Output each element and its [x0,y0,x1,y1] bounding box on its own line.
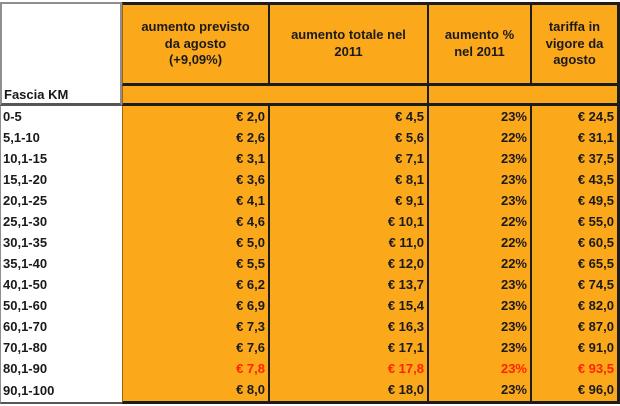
row-label-fascia: 25,1-30 [0,210,122,232]
cell-aumento-totale: € 5,6 [268,126,427,148]
cell-aumento-totale: € 15,4 [268,294,427,316]
cell-aumento-previsto: € 8,0 [122,378,268,404]
row-label-fascia: 40,1-50 [0,273,122,295]
row-label-fascia: 0-5 [0,106,122,127]
table-row: 70,1-80 € 7,6 € 17,1 23% € 91,0 [0,336,620,358]
cell-tariffa: € 55,0 [530,210,620,232]
row-label-fascia: 5,1-10 [0,126,122,148]
cell-aumento-percento: 22% [427,231,530,253]
cell-aumento-percento: 23% [427,294,530,316]
table-row: 60,1-70 € 7,3 € 16,3 23% € 87,0 [0,315,620,337]
band-spacer-left [122,86,427,106]
cell-tariffa: € 31,1 [530,126,620,148]
cell-aumento-previsto: € 6,2 [122,273,268,295]
cell-aumento-previsto: € 2,0 [122,106,268,127]
row-label-fascia: 70,1-80 [0,336,122,358]
cell-aumento-previsto: € 3,1 [122,147,268,169]
cell-aumento-percento: 23% [427,189,530,211]
table-row: 10,1-15 € 3,1 € 7,1 23% € 37,5 [0,147,620,169]
column-header-aumento-totale: aumento totale nel 2011 [268,2,427,86]
table-row: 30,1-35 € 5,0 € 11,0 22% € 60,5 [0,231,620,253]
cell-aumento-previsto: € 3,6 [122,168,268,190]
cell-aumento-percento: 23% [427,168,530,190]
cell-aumento-percento: 23% [427,336,530,358]
cell-tariffa: € 96,0 [530,378,620,404]
table-row: 20,1-25 € 4,1 € 9,1 23% € 49,5 [0,189,620,211]
cell-aumento-previsto: € 5,0 [122,231,268,253]
cell-tariffa: € 74,5 [530,273,620,295]
cell-aumento-totale: € 8,1 [268,168,427,190]
table-row: 25,1-30 € 4,6 € 10,1 22% € 55,0 [0,210,620,232]
cell-aumento-previsto: € 7,3 [122,315,268,337]
cell-tariffa: € 37,5 [530,147,620,169]
table-row: 50,1-60 € 6,9 € 15,4 23% € 82,0 [0,294,620,316]
cell-tariffa: € 93,5 [530,357,620,379]
row-label-fascia: 35,1-40 [0,252,122,274]
row-label-fascia: 30,1-35 [0,231,122,253]
cell-aumento-totale: € 16,3 [268,315,427,337]
cell-aumento-previsto: € 7,8 [122,357,268,379]
table-row: 0-5 € 2,0 € 4,5 23% € 24,5 [0,106,620,127]
cell-aumento-totale: € 12,0 [268,252,427,274]
cell-tariffa: € 24,5 [530,106,620,127]
cell-aumento-percento: 23% [427,147,530,169]
table-row: 5,1-10 € 2,6 € 5,6 22% € 31,1 [0,126,620,148]
cell-tariffa: € 49,5 [530,189,620,211]
column-header-tariffa: tariffa in vigore da agosto [530,2,620,86]
cell-tariffa: € 60,5 [530,231,620,253]
table-row: 35,1-40 € 5,5 € 12,0 22% € 65,5 [0,252,620,274]
column-header-aumento-percento: aumento % nel 2011 [427,2,530,86]
cell-aumento-totale: € 9,1 [268,189,427,211]
corner-cell [0,2,122,86]
table-row: 15,1-20 € 3,6 € 8,1 23% € 43,5 [0,168,620,190]
cell-aumento-previsto: € 6,9 [122,294,268,316]
fascia-km-band-row: Fascia KM [0,86,620,106]
table-row: 40,1-50 € 6,2 € 13,7 23% € 74,5 [0,273,620,295]
cell-aumento-previsto: € 2,6 [122,126,268,148]
cell-aumento-previsto: € 4,1 [122,189,268,211]
cell-tariffa: € 91,0 [530,336,620,358]
cell-aumento-totale: € 7,1 [268,147,427,169]
row-label-fascia: 80,1-90 [0,357,122,379]
row-label-fascia: 90,1-100 [0,378,122,404]
header-row: aumento previsto da agosto (+9,09%) aume… [0,2,620,86]
row-label-fascia: 60,1-70 [0,315,122,337]
row-label-fascia: 50,1-60 [0,294,122,316]
cell-aumento-totale: € 18,0 [268,378,427,404]
row-label-fascia: 20,1-25 [0,189,122,211]
cell-aumento-percento: 23% [427,273,530,295]
cell-aumento-percento: 22% [427,126,530,148]
table-row: 80,1-90 € 7,8 € 17,8 23% € 93,5 [0,357,620,379]
cell-aumento-percento: 23% [427,315,530,337]
cell-aumento-percento: 23% [427,357,530,379]
row-label-fascia: 10,1-15 [0,147,122,169]
cell-aumento-totale: € 13,7 [268,273,427,295]
cell-aumento-percento: 23% [427,106,530,127]
cell-tariffa: € 82,0 [530,294,620,316]
cell-aumento-totale: € 17,1 [268,336,427,358]
table-body: 0-5 € 2,0 € 4,5 23% € 24,5 5,1-10 € 2,6 € 5,6 22… [0,106,620,404]
cell-aumento-percento: 23% [427,378,530,404]
cell-aumento-previsto: € 7,6 [122,336,268,358]
row-header-fascia-km: Fascia KM [0,86,122,106]
cell-tariffa: € 43,5 [530,168,620,190]
column-header-aumento-previsto: aumento previsto da agosto (+9,09%) [122,2,268,86]
cell-aumento-previsto: € 5,5 [122,252,268,274]
cell-aumento-percento: 22% [427,210,530,232]
row-label-fascia: 15,1-20 [0,168,122,190]
cell-tariffa: € 87,0 [530,315,620,337]
cell-aumento-totale: € 10,1 [268,210,427,232]
cell-aumento-totale: € 17,8 [268,357,427,379]
cell-tariffa: € 65,5 [530,252,620,274]
cell-aumento-totale: € 11,0 [268,231,427,253]
band-spacer-right [427,86,620,106]
cell-aumento-percento: 22% [427,252,530,274]
cell-aumento-totale: € 4,5 [268,106,427,127]
cell-aumento-previsto: € 4,6 [122,210,268,232]
table-row: 90,1-100 € 8,0 € 18,0 23% € 96,0 [0,378,620,404]
